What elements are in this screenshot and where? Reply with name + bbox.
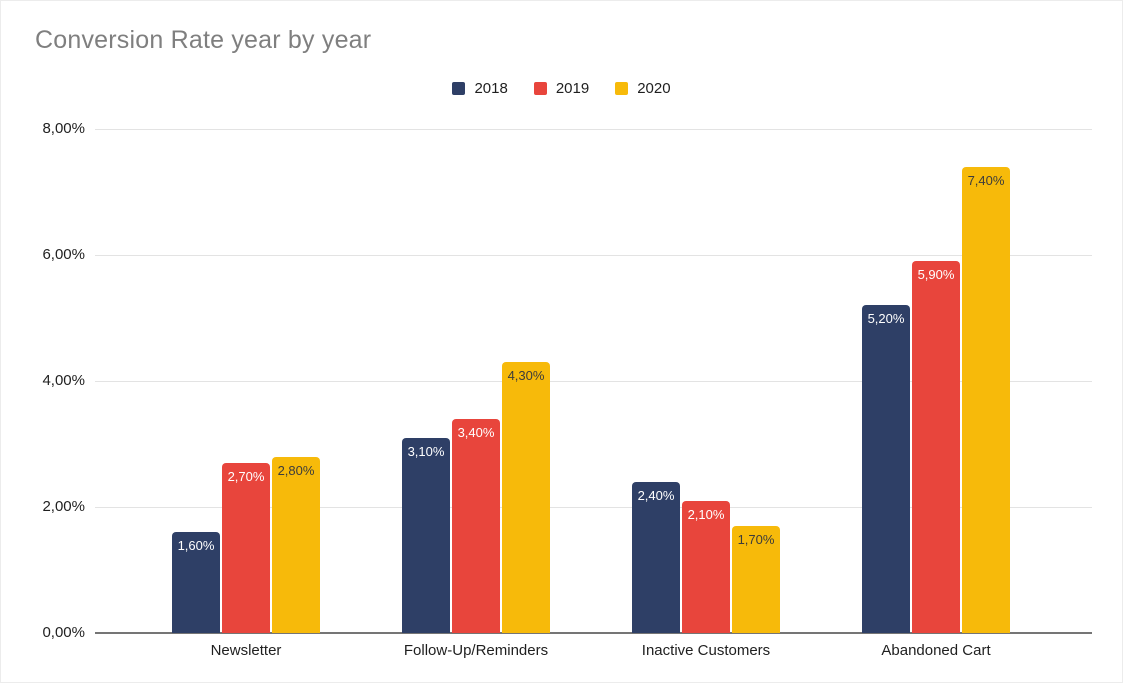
value-label: 4,30% xyxy=(507,368,545,383)
y-tick-label: 2,00% xyxy=(42,498,85,515)
gridline xyxy=(95,381,1092,382)
legend-label-2019: 2019 xyxy=(555,80,590,97)
bar-2019-abandoned-cart[interactable] xyxy=(912,261,960,633)
legend-item-2020[interactable]: 2020 xyxy=(615,80,671,97)
value-label: 1,60% xyxy=(177,538,215,553)
category-label-newsletter: Newsletter xyxy=(210,642,282,659)
y-tick-label: 0,00% xyxy=(42,624,85,641)
bar-2020-follow-up-reminders[interactable] xyxy=(502,362,550,633)
gridline xyxy=(95,255,1092,256)
value-label: 2,80% xyxy=(277,463,315,478)
y-tick-label: 8,00% xyxy=(42,120,85,137)
value-label: 3,40% xyxy=(457,425,495,440)
gridline xyxy=(95,507,1092,508)
category-label-abandoned-cart: Abandoned Cart xyxy=(881,642,991,659)
legend-item-2019[interactable]: 2019 xyxy=(533,80,590,97)
bar-2019-inactive-customers[interactable] xyxy=(682,501,730,633)
legend-swatch-2019-icon xyxy=(533,82,547,95)
value-label: 2,40% xyxy=(637,488,675,503)
bar-2018-abandoned-cart[interactable] xyxy=(862,305,910,633)
bar-2018-follow-up-reminders[interactable] xyxy=(402,438,450,633)
value-label: 5,20% xyxy=(867,311,905,326)
category-label-follow-up-reminders: Follow-Up/Reminders xyxy=(403,642,549,659)
legend-label-2020: 2020 xyxy=(637,80,671,97)
legend: 2018 2019 2020 xyxy=(0,80,1123,97)
bar-2020-newsletter[interactable] xyxy=(272,457,320,633)
x-axis-line xyxy=(95,632,1092,634)
y-tick-label: 4,00% xyxy=(42,372,85,389)
value-label: 2,70% xyxy=(227,469,265,484)
bar-2020-abandoned-cart[interactable] xyxy=(962,167,1010,633)
chart-title: Conversion Rate year by year xyxy=(35,26,372,54)
value-label: 7,40% xyxy=(967,173,1005,188)
bar-2019-follow-up-reminders[interactable] xyxy=(452,419,500,633)
legend-item-2018[interactable]: 2018 xyxy=(452,80,508,97)
bar-2018-newsletter[interactable] xyxy=(172,532,220,633)
y-tick-label: 6,00% xyxy=(42,246,85,263)
gridline xyxy=(95,129,1092,130)
value-label: 5,90% xyxy=(917,267,955,282)
bar-2020-inactive-customers[interactable] xyxy=(732,526,780,633)
bar-2019-newsletter[interactable] xyxy=(222,463,270,633)
value-label: 2,10% xyxy=(687,507,725,522)
value-label: 3,10% xyxy=(407,444,445,459)
legend-swatch-2020-icon xyxy=(615,82,629,95)
bar-2018-inactive-customers[interactable] xyxy=(632,482,680,633)
category-label-inactive-customers: Inactive Customers xyxy=(641,642,771,659)
legend-label-2018: 2018 xyxy=(474,80,508,97)
value-label: 1,70% xyxy=(737,532,775,547)
legend-swatch-2018-icon xyxy=(452,82,466,95)
